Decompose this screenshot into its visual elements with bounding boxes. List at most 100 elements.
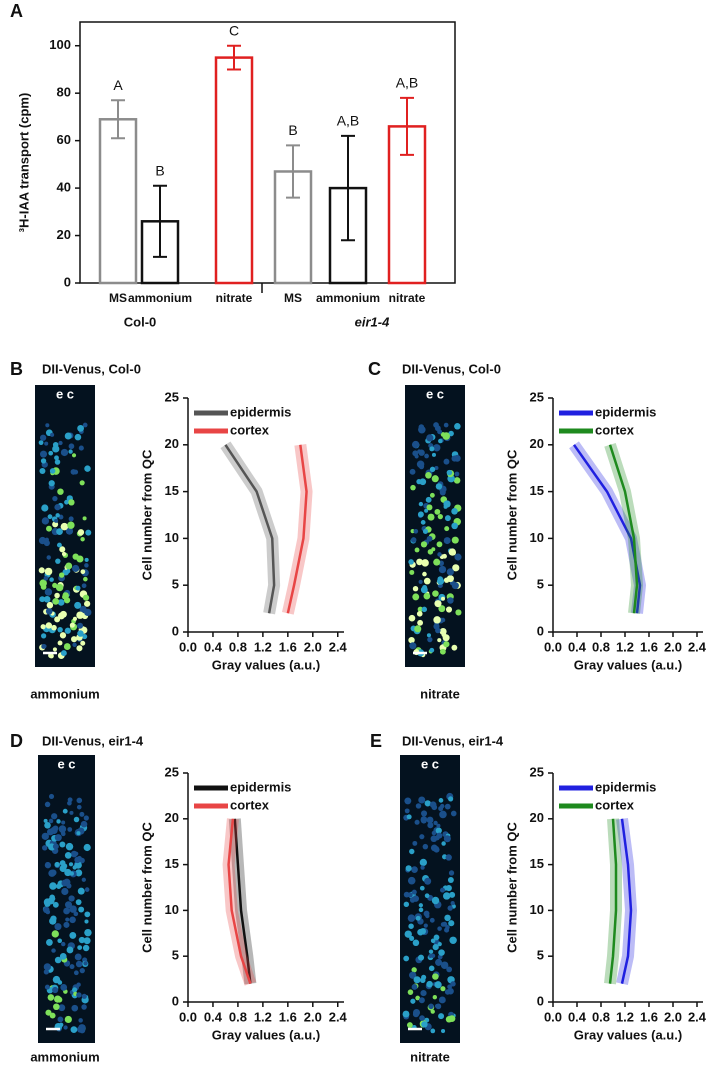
- cell-nucleus: [421, 559, 429, 567]
- cell-nucleus: [72, 616, 77, 621]
- cell-nucleus: [48, 869, 56, 877]
- cell-nucleus: [73, 816, 80, 823]
- trend-line: [286, 444, 308, 614]
- cell-nucleus: [63, 643, 71, 650]
- cell-nucleus: [39, 579, 47, 587]
- cell-nucleus: [57, 1016, 64, 1023]
- error-bar: [153, 184, 167, 258]
- y-tick-label: 20: [530, 436, 544, 451]
- cell-nucleus: [449, 891, 456, 898]
- y-axis-label: Cell number from QC: [139, 822, 154, 953]
- error-bar: [286, 144, 300, 199]
- cell-nucleus: [60, 983, 68, 991]
- cell-nucleus: [423, 592, 431, 600]
- cell-nucleus: [426, 434, 434, 442]
- cell-nucleus: [64, 432, 72, 440]
- cell-nucleus: [424, 508, 429, 513]
- cell-nucleus: [41, 517, 50, 525]
- x-tick-label: 2.4: [329, 1009, 348, 1024]
- cell-nucleus: [415, 803, 422, 809]
- cell-nucleus: [59, 546, 66, 553]
- x-tick-label: 1.2: [616, 1009, 634, 1024]
- cell-nucleus: [46, 525, 52, 532]
- cell-nucleus: [72, 564, 80, 573]
- cell-nucleus: [412, 593, 420, 601]
- cell-nucleus: [443, 458, 450, 465]
- image-marker: e c: [426, 386, 444, 401]
- cell-nucleus: [64, 499, 69, 505]
- cell-nucleus: [433, 820, 438, 826]
- cell-nucleus: [450, 810, 457, 817]
- cell-nucleus: [45, 622, 53, 629]
- cell-nucleus: [430, 1009, 435, 1014]
- y-tick-label: 20: [165, 436, 179, 451]
- cell-nucleus: [56, 542, 62, 548]
- cell-nucleus: [443, 835, 451, 843]
- cell-nucleus: [417, 619, 424, 626]
- cell-nucleus: [407, 914, 416, 922]
- image-label: nitrate: [420, 686, 460, 701]
- cell-nucleus: [78, 906, 85, 913]
- cell-nucleus: [420, 541, 428, 548]
- cell-nucleus: [423, 577, 431, 585]
- cell-nucleus: [411, 440, 420, 449]
- cell-nucleus: [56, 528, 63, 536]
- legend-label: epidermis: [595, 404, 656, 419]
- cell-nucleus: [52, 582, 58, 588]
- cell-nucleus: [70, 469, 77, 475]
- cell-nucleus: [445, 885, 452, 892]
- cell-nucleus: [80, 537, 85, 542]
- cell-nucleus: [436, 832, 443, 839]
- cell-nucleus: [453, 454, 461, 462]
- cell-nucleus: [440, 887, 446, 893]
- cell-nucleus: [410, 537, 417, 543]
- cell-nucleus: [77, 424, 84, 432]
- cell-nucleus: [84, 919, 89, 924]
- cell-nucleus: [78, 936, 86, 944]
- x-tick-label: ammonium: [316, 291, 380, 305]
- cell-nucleus: [434, 508, 441, 515]
- cell-nucleus: [439, 648, 446, 655]
- cell-nucleus: [64, 1015, 72, 1024]
- y-axis-label: Cell number from QC: [504, 449, 519, 580]
- cell-nucleus: [61, 887, 69, 896]
- cell-nucleus: [437, 513, 443, 520]
- cell-nucleus: [444, 526, 450, 532]
- cell-nucleus: [431, 452, 436, 457]
- cell-nucleus: [81, 1004, 87, 1010]
- trend-line: [608, 818, 618, 984]
- cell-nucleus: [429, 647, 435, 653]
- cell-nucleus: [442, 921, 448, 927]
- plot-frame: [79, 21, 456, 284]
- cell-nucleus: [443, 500, 451, 508]
- cell-nucleus: [426, 504, 433, 511]
- cell-nucleus: [64, 868, 72, 877]
- cell-nucleus: [421, 606, 428, 613]
- cell-nucleus: [426, 816, 434, 824]
- cell-nucleus: [45, 607, 53, 615]
- cell-nucleus: [71, 453, 77, 458]
- x-tick-label: 0.0: [544, 639, 562, 654]
- cell-nucleus: [440, 961, 449, 970]
- cell-nucleus: [74, 856, 81, 864]
- cell-nucleus: [450, 901, 455, 906]
- x-tick-label: 0.4: [204, 1009, 223, 1024]
- cell-nucleus: [420, 989, 427, 997]
- cell-nucleus: [58, 1004, 66, 1012]
- y-tick-label: 15: [530, 483, 544, 498]
- cell-nucleus: [435, 827, 442, 834]
- cell-nucleus: [437, 638, 442, 643]
- cell-nucleus: [420, 865, 425, 870]
- cell-nucleus: [452, 564, 460, 572]
- x-tick-label: MS: [284, 291, 302, 305]
- cell-nucleus: [77, 622, 84, 629]
- bar: [214, 56, 254, 285]
- cell-nucleus: [438, 565, 447, 574]
- cell-nucleus: [419, 1015, 425, 1021]
- cell-nucleus: [436, 541, 443, 548]
- cell-nucleus: [449, 936, 457, 945]
- y-tick-label: 0: [172, 993, 179, 1008]
- cell-nucleus: [55, 513, 60, 518]
- cell-nucleus: [451, 508, 458, 515]
- significance-letter: A,B: [337, 113, 360, 129]
